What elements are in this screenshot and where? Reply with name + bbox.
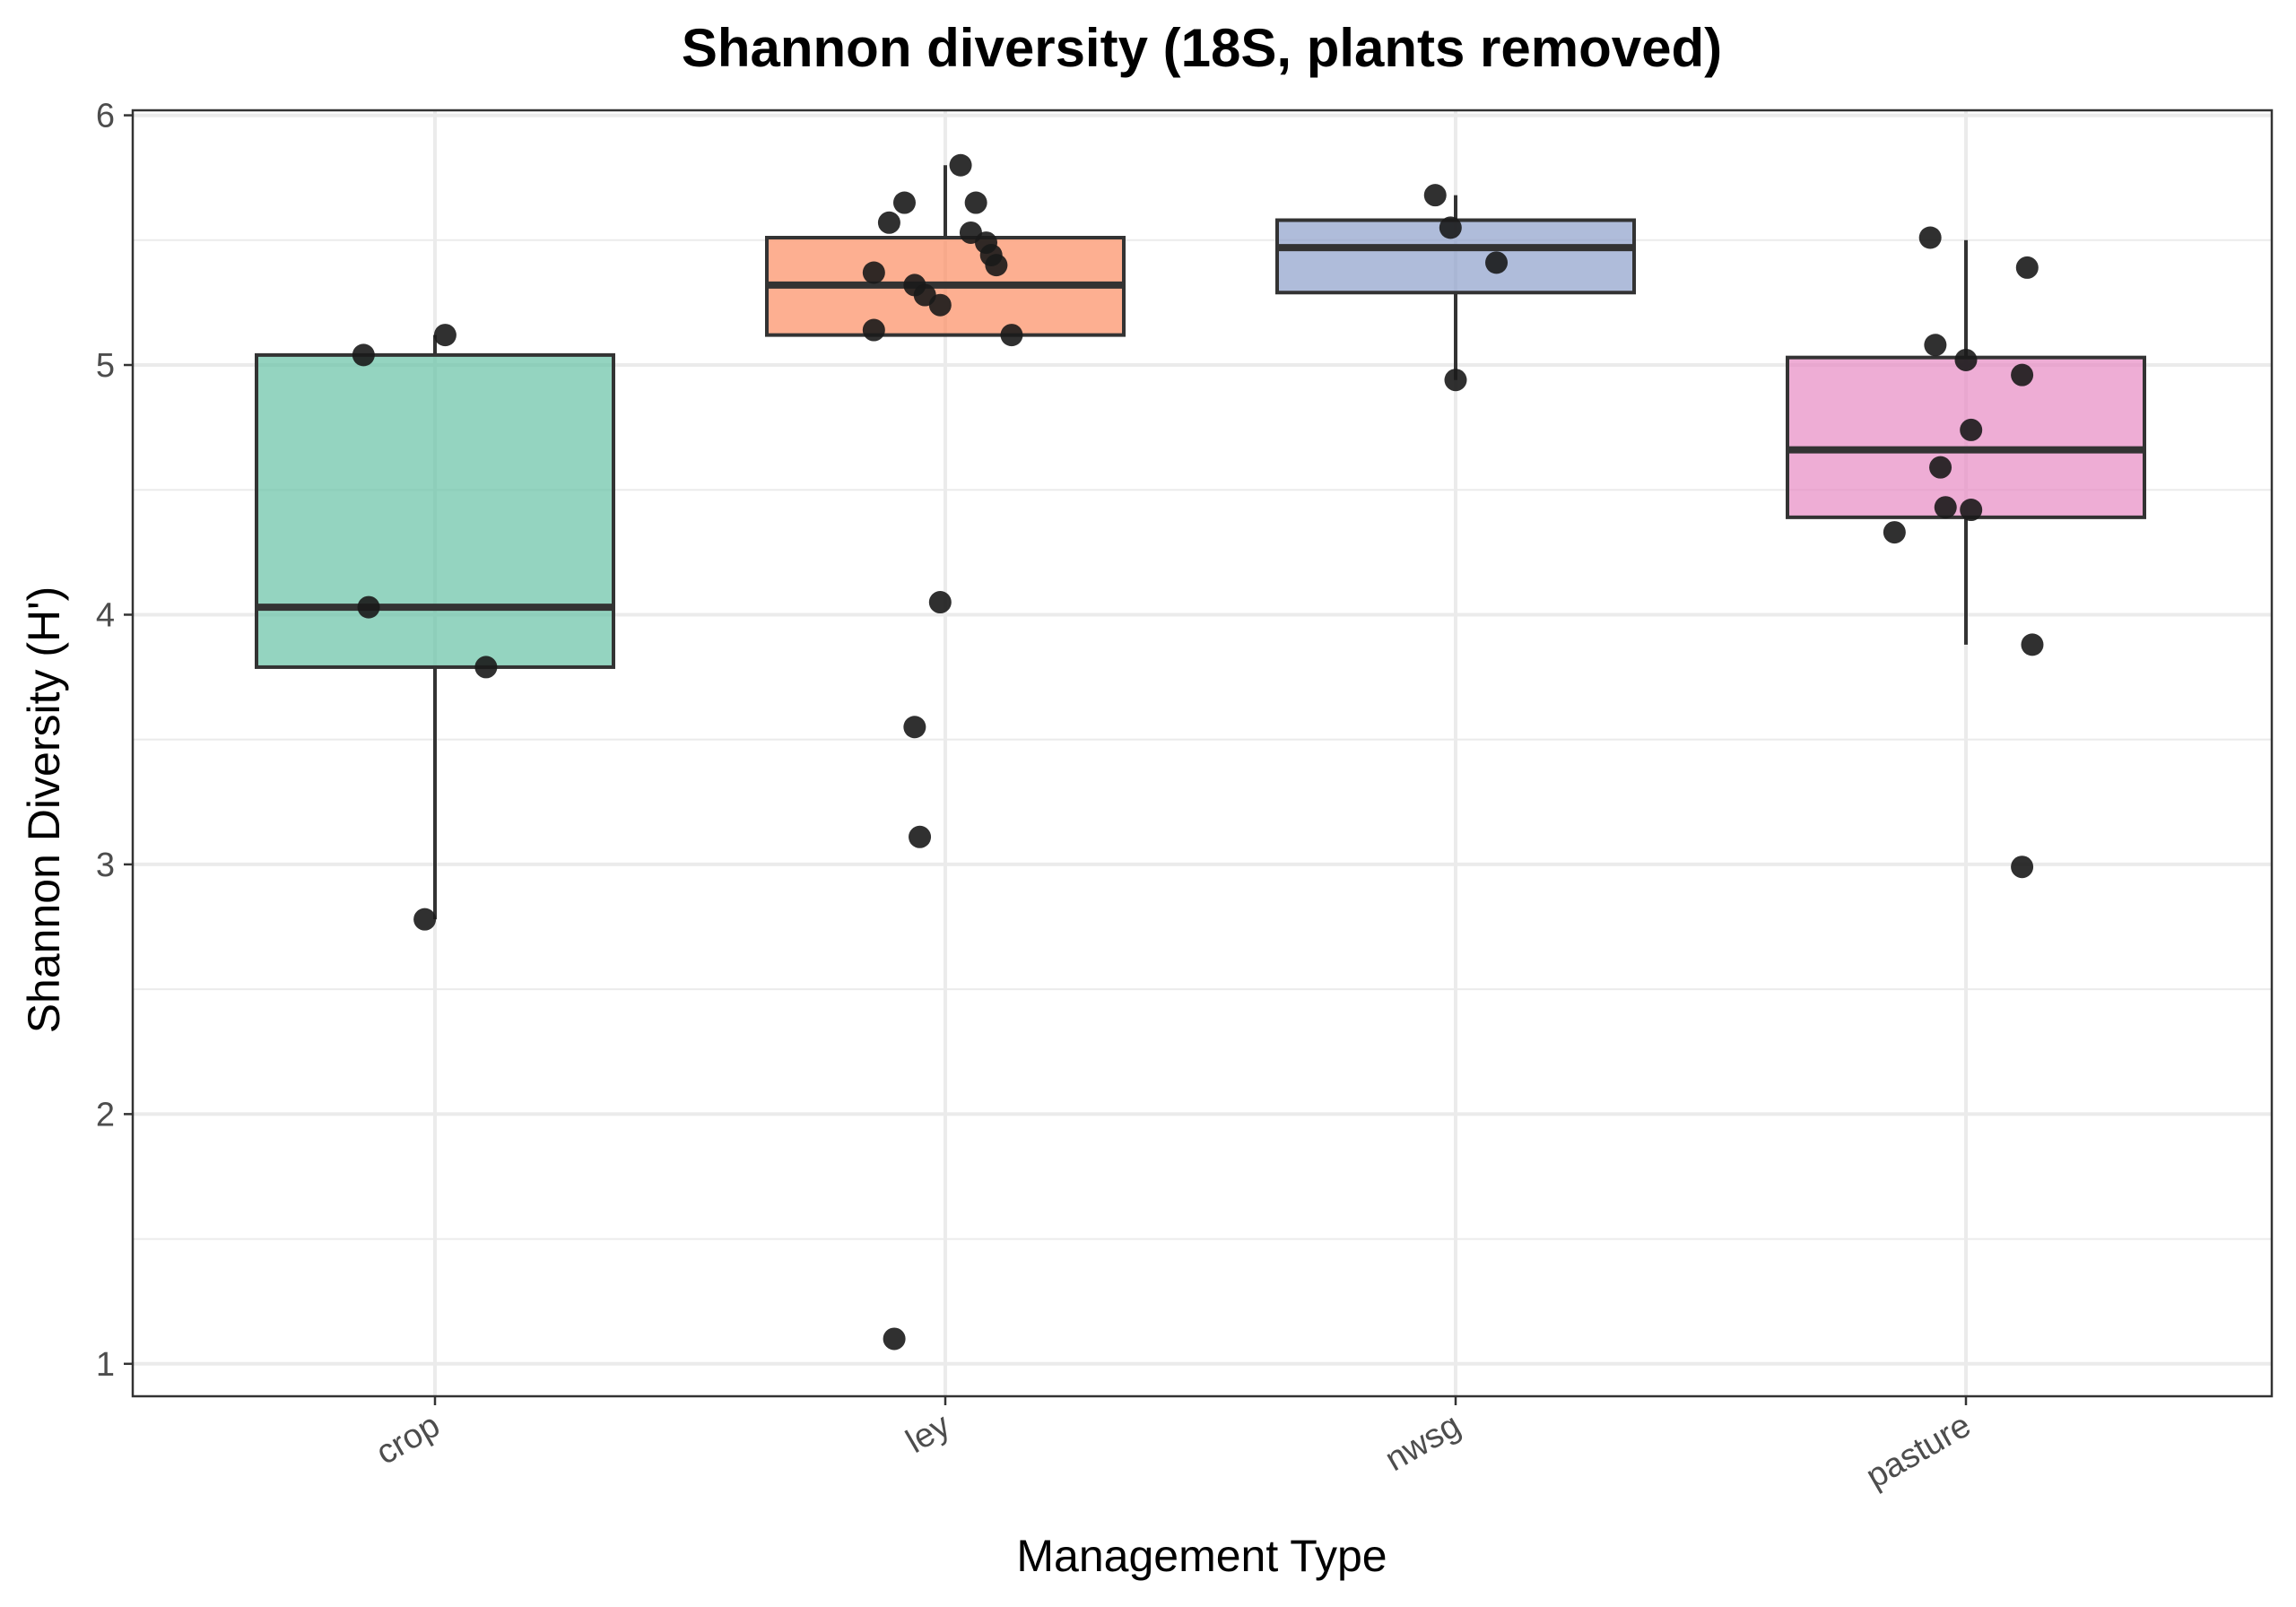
point-pasture (1924, 334, 1947, 357)
point-ley (1000, 324, 1023, 347)
point-pasture (2021, 633, 2044, 656)
y-tick-label: 6 (96, 98, 115, 135)
point-pasture (1960, 499, 1983, 522)
point-ley (964, 191, 987, 214)
point-pasture (1883, 521, 1906, 544)
y-tick-label: 4 (96, 596, 115, 634)
point-crop (413, 908, 437, 931)
point-nwsg (1439, 216, 1462, 239)
point-pasture (2011, 856, 2034, 879)
box-body (255, 352, 615, 669)
point-ley (928, 591, 952, 614)
point-pasture (1929, 456, 1952, 479)
point-nwsg (1444, 369, 1467, 392)
y-tick-label: 5 (96, 347, 115, 385)
box-nwsg (1275, 195, 1636, 380)
box-ley (765, 165, 1126, 337)
point-nwsg (1423, 184, 1447, 207)
point-crop (433, 324, 457, 347)
y-axis: 1 2 3 4 5 6 (96, 98, 133, 1384)
point-ley (909, 825, 932, 848)
point-ley (877, 211, 900, 234)
point-pasture (1954, 348, 1978, 371)
point-ley (862, 261, 885, 284)
point-crop (357, 595, 380, 619)
box-body (1275, 218, 1636, 295)
boxes (255, 165, 2146, 920)
point-crop (474, 656, 498, 679)
point-pasture (2015, 256, 2039, 279)
y-axis-title: Shannon Diversity (H') (19, 586, 69, 1034)
point-ley (928, 293, 952, 317)
y-tick-label: 1 (96, 1346, 115, 1384)
point-ley (985, 254, 1008, 277)
point-pasture (1934, 496, 1957, 519)
points (352, 153, 2044, 1351)
box-crop (255, 334, 615, 920)
point-ley (949, 153, 972, 177)
chart-title: Shannon diversity (18S, plants removed) (682, 18, 1722, 78)
point-ley (903, 716, 926, 739)
point-pasture (1918, 226, 1942, 249)
point-ley (862, 318, 885, 342)
point-ley (892, 191, 916, 214)
point-ley (883, 1327, 906, 1351)
point-pasture (1960, 418, 1983, 441)
x-axis-title: Management Type (1016, 1531, 1387, 1581)
point-crop (352, 343, 375, 367)
panel-border (131, 109, 2274, 1398)
y-tick-label: 3 (96, 847, 115, 884)
point-nwsg (1485, 251, 1509, 274)
y-tick-label: 2 (96, 1096, 115, 1134)
point-pasture (2011, 363, 2034, 387)
